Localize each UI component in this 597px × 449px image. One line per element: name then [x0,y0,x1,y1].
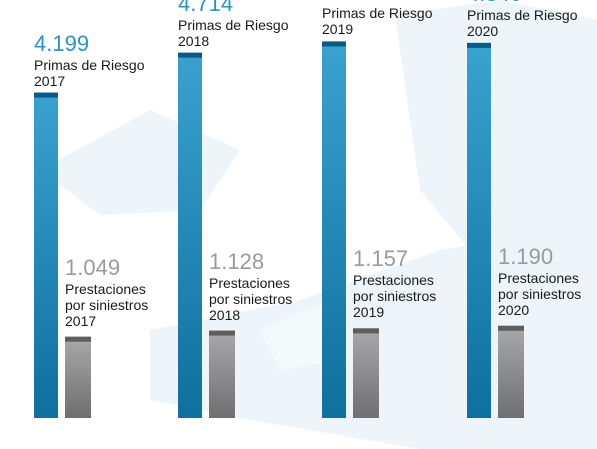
bar-primas-2020 [467,42,491,419]
bar-cap-prestaciones-2020 [498,325,524,331]
bar-prestaciones-2020 [498,325,524,418]
desc-label-prestaciones-2018-3: 2018 [209,306,241,323]
desc-label-primas-2018-1: Primas de Riesgo [178,16,289,33]
desc-label-prestaciones-2019-3: 2019 [353,304,385,321]
desc-label-prestaciones-2017-1: Prestaciones [65,280,146,297]
desc-label-primas-2017-2: 2017 [34,72,66,89]
value-label-primas-2017: 4.199 [34,30,90,56]
desc-label-primas-2020-1: Primas de Riesgo [467,6,578,23]
bar-prestaciones-2017 [65,336,91,418]
bar-primas-2018 [178,52,202,418]
desc-label-prestaciones-2020-2: por siniestros [498,285,582,302]
desc-label-primas-2020-2: 2020 [467,22,499,39]
value-label-prestaciones-2018: 1.128 [209,248,265,274]
desc-label-prestaciones-2017-3: 2017 [65,312,97,329]
desc-label-prestaciones-2018-1: Prestaciones [209,274,290,291]
value-label-primas-2018: 4.714 [178,0,234,16]
bar-prestaciones-2019 [353,328,379,418]
bar-cap-primas-2018 [178,52,202,58]
bar-cap-primas-2019 [322,41,346,47]
value-label-primas-2020: 4.840 [467,0,522,6]
value-label-primas-2019: 4.859 [322,0,377,5]
desc-label-prestaciones-2017-2: por siniestros [65,296,149,313]
bar-cap-prestaciones-2017 [65,336,91,342]
bar-cap-prestaciones-2018 [209,330,235,336]
bar-cap-prestaciones-2019 [353,328,379,334]
desc-label-prestaciones-2018-2: por siniestros [209,290,293,307]
bar-prestaciones-2018 [209,330,235,418]
desc-label-prestaciones-2020-1: Prestaciones [498,269,579,286]
desc-label-prestaciones-2019-1: Prestaciones [353,272,434,289]
bar-cap-primas-2020 [467,42,491,48]
desc-label-primas-2019-1: Primas de Riesgo [322,5,433,22]
desc-label-primas-2019-2: 2019 [322,21,354,38]
desc-label-prestaciones-2019-2: por siniestros [353,288,437,305]
bar-primas-2019 [322,41,346,419]
desc-label-prestaciones-2020-3: 2020 [498,301,530,318]
bar-cap-primas-2017 [34,92,58,98]
desc-label-primas-2018-2: 2018 [178,32,210,49]
value-label-prestaciones-2020: 1.190 [498,243,554,269]
value-label-prestaciones-2019: 1.157 [353,246,409,272]
value-label-prestaciones-2017: 1.049 [65,254,121,280]
desc-label-primas-2017-1: Primas de Riesgo [34,56,145,73]
bar-primas-2017 [34,92,58,418]
